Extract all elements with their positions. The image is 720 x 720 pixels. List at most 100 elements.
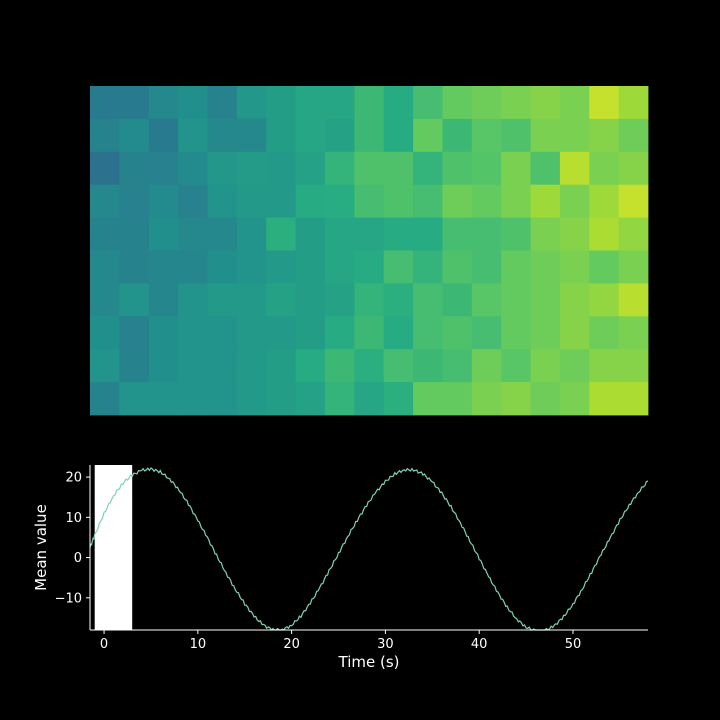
heatmap-cell: [236, 217, 267, 251]
heatmap-cell: [383, 382, 414, 416]
heatmap-cell: [207, 217, 238, 251]
heatmap-cell: [530, 118, 561, 153]
time-window-highlight: [94, 465, 133, 630]
heatmap-cell: [530, 217, 561, 251]
heatmap-cell: [618, 250, 649, 284]
heatmap-cell: [90, 86, 120, 120]
heatmap-cell: [413, 86, 443, 120]
heatmap-cell: [413, 151, 443, 186]
heatmap-cell: [589, 349, 620, 383]
heatmap-cell: [354, 349, 385, 383]
heatmap-cell: [324, 250, 355, 284]
heatmap-cell: [442, 184, 473, 218]
heatmap-cell: [295, 86, 326, 120]
heatmap-cell: [236, 316, 267, 350]
x-tick-label: 40: [471, 637, 488, 652]
heatmap-cell: [119, 316, 150, 350]
heatmap-cell: [324, 382, 355, 416]
heatmap-cell: [383, 184, 414, 218]
heatmap-cell: [148, 316, 179, 350]
y-tick-label: −10: [55, 591, 82, 606]
x-axis-label: Time (s): [338, 653, 400, 671]
heatmap-cell: [413, 382, 443, 416]
heatmap-cell: [90, 217, 120, 251]
heatmap-cell: [295, 250, 326, 284]
heatmap-cell: [266, 86, 296, 120]
heatmap-cell: [236, 151, 267, 186]
heatmap-cell: [442, 86, 473, 120]
x-tick-label: 30: [377, 637, 394, 652]
heatmap-cell: [559, 349, 590, 383]
heatmap-cell: [266, 184, 296, 218]
line-chart: 0 10 20 30 40 50 −10 0 10 20 Time (s) Mean value: [32, 465, 649, 671]
heatmap-cell: [383, 283, 414, 317]
heatmap-cell: [90, 184, 120, 218]
heatmap-cell: [236, 184, 267, 218]
heatmap-cell: [354, 86, 385, 120]
heatmap-cell: [559, 86, 590, 120]
y-tick-label: 20: [65, 471, 82, 486]
heatmap-cell: [471, 217, 502, 251]
heatmap-cell: [413, 217, 443, 251]
heatmap-cell: [383, 118, 414, 153]
heatmap-cell: [236, 349, 267, 383]
heatmap-cell: [413, 184, 443, 218]
heatmap-cell: [178, 382, 208, 416]
heatmap-cell: [148, 86, 179, 120]
heatmap-cell: [354, 382, 385, 416]
heatmap-cell: [354, 118, 385, 153]
heatmap-cell: [530, 283, 561, 317]
heatmap-cell: [618, 382, 649, 416]
heatmap-cell: [501, 349, 531, 383]
x-tick-label: 0: [100, 637, 108, 652]
heatmap-cell: [119, 382, 150, 416]
heatmap-cell: [324, 151, 355, 186]
heatmap-cell: [589, 217, 620, 251]
heatmap-cell: [119, 184, 150, 218]
heatmap-cell: [178, 184, 208, 218]
heatmap-cell: [383, 250, 414, 284]
heatmap-cell: [501, 283, 531, 317]
heatmap-cell: [501, 118, 531, 153]
heatmap-cell: [119, 283, 150, 317]
heatmap-cell: [354, 151, 385, 186]
heatmap-cell: [589, 382, 620, 416]
heatmap-cell: [501, 250, 531, 284]
heatmap-cell: [618, 86, 649, 120]
heatmap-cell: [354, 316, 385, 350]
heatmap-cell: [559, 382, 590, 416]
heatmap-cell: [148, 151, 179, 186]
heatmap-cell: [618, 316, 649, 350]
heatmap-cell: [442, 151, 473, 186]
heatmap-cell: [148, 217, 179, 251]
heatmap-cell: [559, 250, 590, 284]
heatmap-cell: [501, 151, 531, 186]
heatmap-cell: [589, 250, 620, 284]
heatmap-cell: [148, 184, 179, 218]
heatmap-cell: [324, 316, 355, 350]
heatmap-cell: [90, 118, 120, 153]
heatmap-cell: [295, 349, 326, 383]
heatmap-cell: [413, 118, 443, 153]
heatmap-cell: [471, 283, 502, 317]
heatmap-cell: [236, 250, 267, 284]
heatmap-cell: [266, 382, 296, 416]
x-axis-ticks: 0 10 20 30 40 50: [100, 630, 581, 652]
heatmap-cell: [442, 316, 473, 350]
heatmap-cell: [383, 316, 414, 350]
heatmap-cell: [295, 118, 326, 153]
heatmap-cell: [501, 86, 531, 120]
heatmap-cell: [618, 118, 649, 153]
heatmap-cell: [148, 250, 179, 284]
heatmap-cell: [324, 349, 355, 383]
heatmap-cell: [618, 184, 649, 218]
heatmap-cell: [148, 283, 179, 317]
y-axis-ticks: −10 0 10 20: [55, 471, 90, 606]
heatmap-cell: [324, 118, 355, 153]
heatmap-cell: [589, 86, 620, 120]
y-tick-label: 0: [74, 551, 82, 566]
heatmap-cell: [90, 250, 120, 284]
heatmap-cell: [471, 151, 502, 186]
heatmap-cell: [324, 86, 355, 120]
